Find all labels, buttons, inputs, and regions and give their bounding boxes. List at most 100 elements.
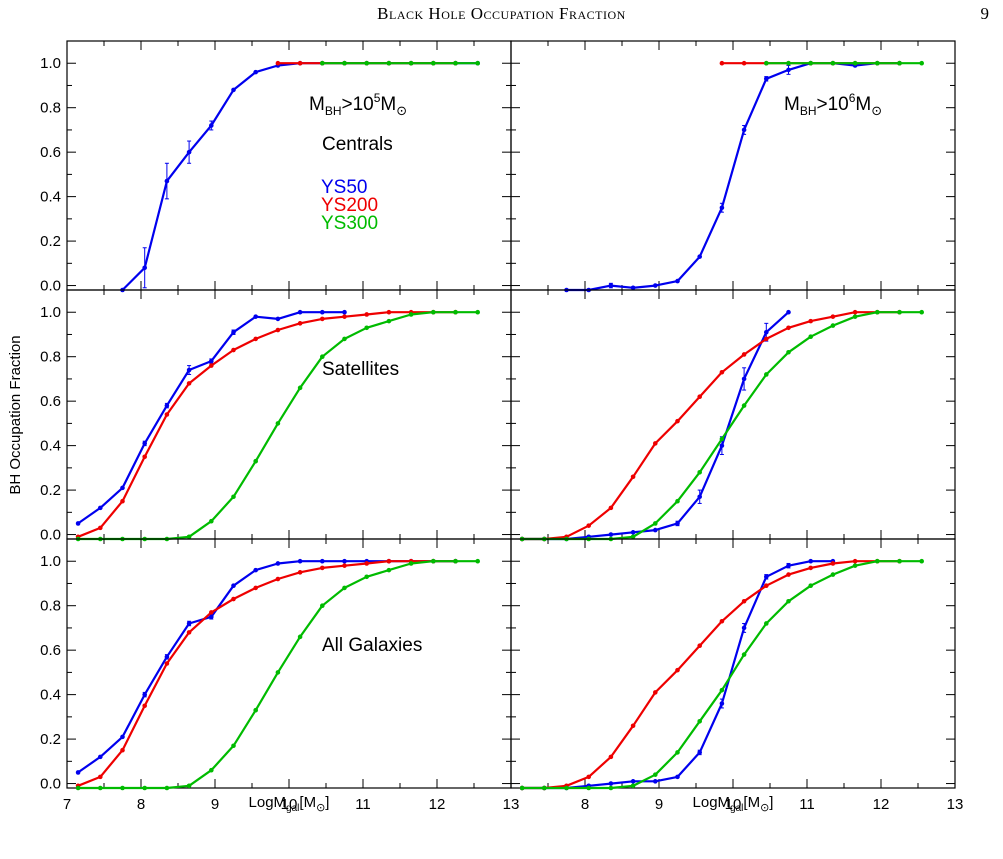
y-tick-label: 1.0 [40,55,61,72]
data-point [764,621,769,626]
panel-centrals-mbh-1e5: 0.00.20.40.60.81.0MBH>105M⊙CentralsYS50Y… [40,40,512,295]
series-ys300 [519,309,924,542]
series-line-ys300 [522,311,922,541]
y-tick-label: 0.8 [40,100,61,117]
y-tick-label: 0.6 [40,144,61,161]
data-point [453,558,458,564]
threshold-label-1e6: MBH>106M⊙ [784,91,882,118]
x-tick-label: 11 [355,796,371,813]
data-point [253,707,258,713]
data-point [719,436,725,442]
data-point [697,254,702,259]
data-point [830,60,836,66]
data-point [741,352,747,357]
panel-centrals-mbh-1e6: MBH>106M⊙ [510,40,956,293]
y-tick-label: 0.8 [40,598,61,615]
y-axis-label: BH Occupation Fraction [7,335,24,494]
data-point [741,652,747,657]
data-point [919,309,924,315]
data-point [164,785,170,791]
x-tick-label: 8 [137,796,145,813]
legend-entry-ys50: YS50 [321,177,367,198]
y-tick-label: 0.0 [40,776,61,793]
data-point [630,285,636,291]
data-point [364,60,370,66]
series-ys300 [764,60,924,66]
data-point [342,60,347,66]
data-point [408,561,414,566]
data-point [675,418,680,424]
data-point [120,734,125,740]
threshold-label-1e5: MBH>105M⊙ [309,91,407,118]
data-point [342,309,347,315]
series-line-ys200 [522,560,900,790]
series-ys50 [519,558,836,791]
data-point [675,667,680,673]
data-point [297,634,303,640]
data-point [852,60,858,66]
data-point [297,385,303,391]
x-tick-label: 8 [581,796,589,813]
legend-entry-ys300: YS300 [321,213,378,234]
data-point [98,754,103,760]
data-point [808,583,813,588]
panel-satellites-mbh-1e5: 0.0 0.2 0.4 0.6 0.8 1.0 Satellites [40,289,512,544]
data-point [275,316,281,322]
data-point [630,783,636,789]
y-tick-label: 1.0 [40,304,61,321]
y-tick-label: 0.2 [40,731,61,748]
data-point [453,309,458,315]
data-point [297,558,303,564]
data-point [875,309,880,315]
data-point [608,754,614,760]
data-point [275,60,281,66]
y-tick-label: 0.0 [40,527,61,544]
row-label-centrals: Centrals [322,134,393,155]
data-point [719,369,725,375]
data-point [719,60,725,66]
y-tick-label: 0.4 [40,189,61,206]
series-ys50 [75,309,347,526]
data-point [320,354,325,359]
data-point [320,309,325,315]
x-tick-label: 13 [503,796,520,813]
legend-entry-ys200: YS200 [321,195,378,216]
series-line-ys200 [77,560,456,787]
data-point [741,403,747,408]
x-axis-label: LogMgal[M⊙] [249,794,330,814]
data-point [719,687,725,693]
data-point [697,643,702,649]
data-point [475,309,481,315]
data-point [186,381,192,386]
data-point [697,719,702,724]
running-head: Black Hole Occupation Fraction [377,4,626,23]
data-point [653,779,658,784]
data-point [675,498,680,504]
data-point [519,785,525,791]
data-point [253,314,258,319]
x-tick-label: 10 [725,796,742,813]
data-point [364,325,370,331]
data-point [697,394,702,400]
x-tick-label: 7 [63,796,71,813]
data-point [275,561,281,566]
data-point [253,567,258,573]
data-point [297,60,303,66]
data-point [431,309,436,315]
data-point [764,336,769,342]
data-point [875,60,880,66]
series-line-ys50 [522,311,790,541]
data-point [786,349,791,355]
data-point [186,783,192,789]
data-point [164,661,170,666]
data-point [764,372,769,377]
series-line-ys50 [77,560,456,774]
x-tick-label: 9 [211,796,219,813]
y-tick-label: 0.2 [40,233,61,250]
data-point [653,283,658,288]
series-ys50 [75,558,458,775]
series-ys300 [75,558,481,791]
series-ys300 [519,558,924,791]
y-tick-label: 0.6 [40,393,61,410]
